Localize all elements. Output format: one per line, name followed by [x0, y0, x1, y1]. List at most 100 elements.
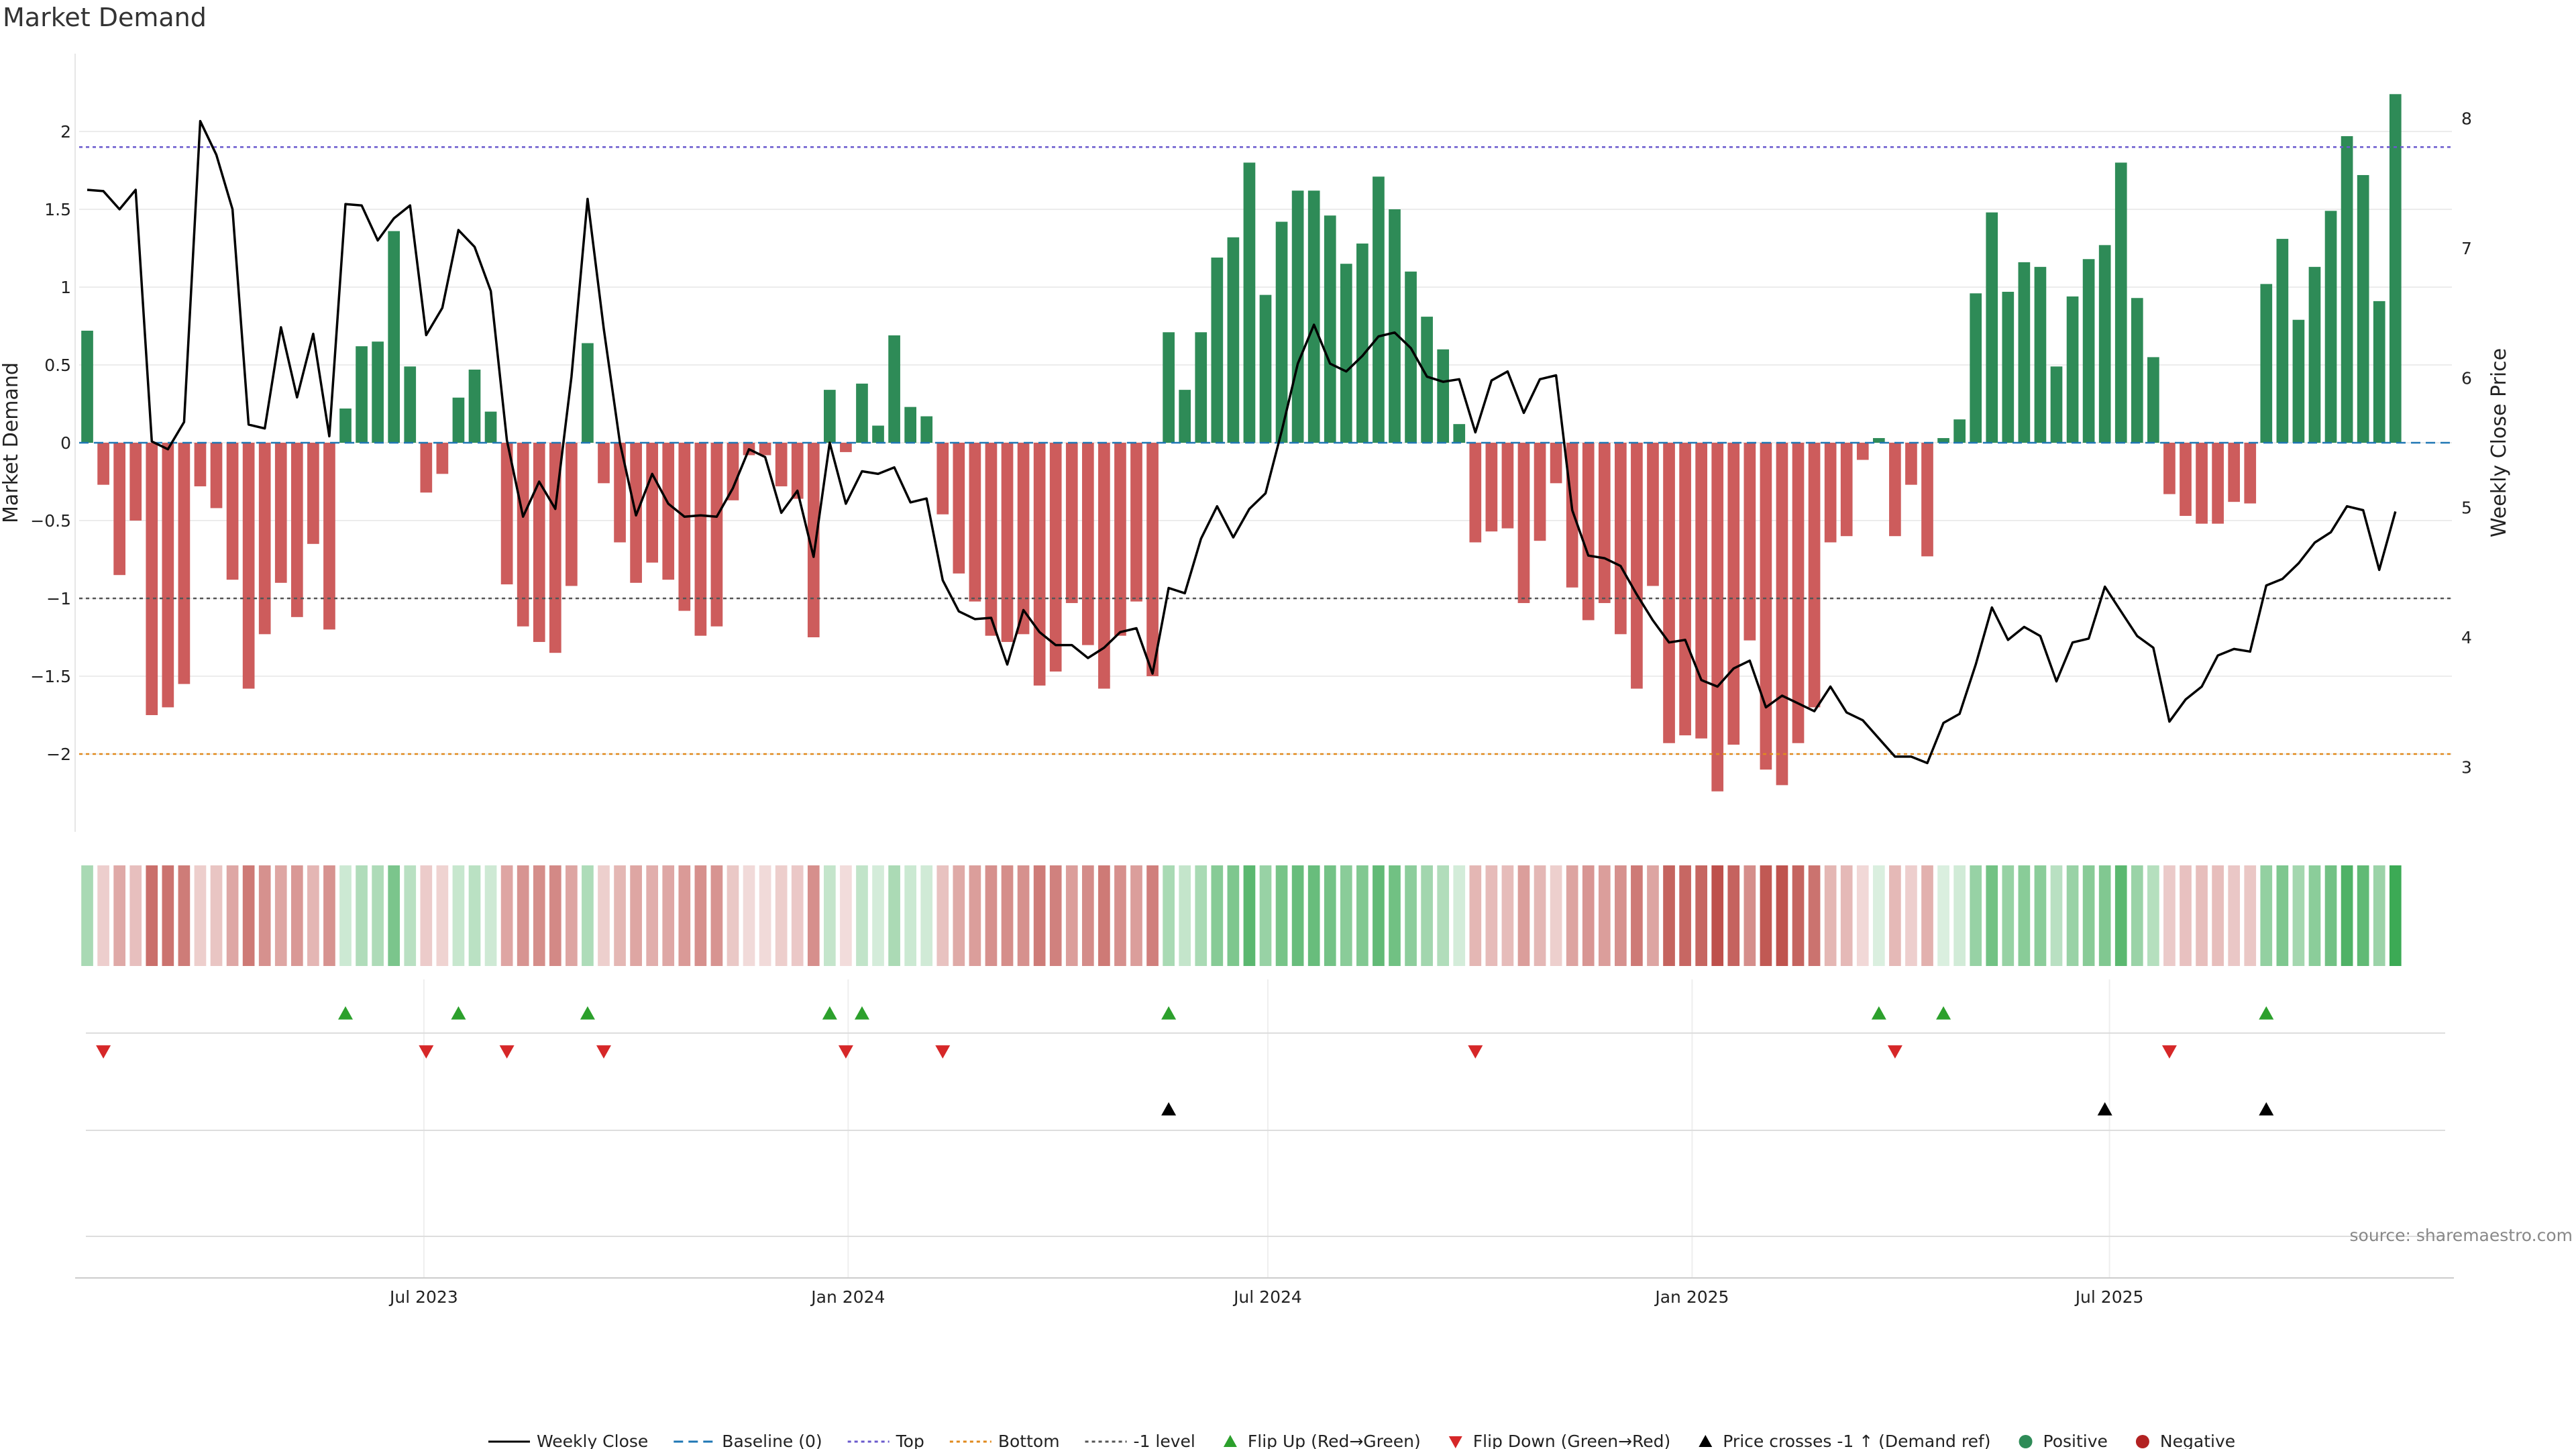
heat-cell: [2180, 865, 2192, 966]
heat-cell: [872, 865, 884, 966]
heat-cell: [1163, 865, 1175, 966]
demand-bar-positive: [2341, 136, 2353, 443]
heat-cell: [614, 865, 626, 966]
demand-bar-positive: [1421, 317, 1433, 443]
x-axis: Jul 2023 Jan 2024 Jul 2024 Jan 2025 Jul 2025: [75, 1277, 2454, 1307]
demand-bar-negative: [1647, 443, 1659, 586]
heat-cell: [290, 865, 303, 966]
demand-bar-positive: [904, 407, 916, 443]
y2-tick-label: 3: [2461, 757, 2472, 777]
legend-label: Bottom: [998, 1432, 1060, 1449]
y-tick-label: −2: [46, 745, 71, 764]
y-tick-label: 0.5: [44, 356, 71, 375]
heat-cell: [824, 865, 836, 966]
heat-cell: [856, 865, 868, 966]
demand-bar-positive: [1307, 191, 1320, 443]
heat-cell: [339, 865, 352, 966]
demand-bar-negative: [258, 443, 271, 635]
heat-cell: [404, 865, 417, 966]
heat-cell: [1501, 865, 1514, 966]
heat-cell: [1259, 865, 1272, 966]
axes: −2 −1.5 −1 −0.5 0 0.5 1 1.5 2 3 4 5 6 7 8 Market Demand…: [0, 54, 2511, 832]
demand-bar-negative: [1501, 443, 1514, 529]
heat-cell: [1098, 865, 1110, 966]
demand-bar-negative: [936, 443, 949, 515]
demand-bar-positive: [2050, 366, 2063, 443]
heat-cell: [420, 865, 433, 966]
demand-bar-negative: [242, 443, 255, 689]
demand-bar-negative: [694, 443, 707, 636]
demand-bar-positive: [2131, 298, 2143, 443]
heat-cell: [517, 865, 529, 966]
heat-cell: [1389, 865, 1401, 966]
flip-down-marker: [1468, 1045, 1483, 1059]
flip-up-marker: [822, 1006, 837, 1020]
heat-cell: [840, 865, 852, 966]
heat-cell: [630, 865, 642, 966]
heat-cell: [969, 865, 981, 966]
flip-down-marker: [838, 1045, 853, 1059]
demand-bar-negative: [129, 443, 142, 521]
heat-cell: [1291, 865, 1304, 966]
grid-lines: [79, 131, 2452, 1278]
heat-cell: [2341, 865, 2353, 966]
demand-bar-positive: [2147, 357, 2159, 443]
page-title: Market Demand: [3, 3, 207, 32]
demand-bar-positive: [2066, 296, 2079, 443]
heat-cell: [2244, 865, 2257, 966]
heat-cell: [727, 865, 739, 966]
demand-bar-positive: [404, 366, 417, 443]
heat-cell: [2276, 865, 2289, 966]
demand-bar-positive: [372, 341, 384, 443]
heat-cell: [936, 865, 949, 966]
heat-cell: [2373, 865, 2385, 966]
demand-bar-positive: [1179, 390, 1191, 443]
heat-cell: [1017, 865, 1030, 966]
heat-cell: [1727, 865, 1740, 966]
flip-up-marker: [2259, 1006, 2274, 1020]
demand-bar-negative: [1598, 443, 1611, 603]
heat-cell: [97, 865, 109, 966]
flip-down-marker: [499, 1045, 515, 1059]
heat-cell: [1453, 865, 1466, 966]
heat-cell: [2050, 865, 2063, 966]
heat-cell: [1534, 865, 1546, 966]
legend-label: Baseline (0): [722, 1432, 822, 1449]
demand-bar-negative: [646, 443, 659, 563]
heat-cell: [1340, 865, 1352, 966]
heat-cell: [500, 865, 513, 966]
heat-cell: [646, 865, 659, 966]
demand-bar-negative: [1743, 443, 1756, 641]
demand-bar-negative: [759, 443, 771, 455]
heat-cell: [1356, 865, 1368, 966]
heat-cell: [888, 865, 900, 966]
demand-bar-negative: [1098, 443, 1110, 689]
demand-bar-negative: [97, 443, 109, 485]
demand-bar-positive: [1953, 419, 1966, 443]
heat-cell: [953, 865, 965, 966]
heat-cell: [1647, 865, 1659, 966]
heat-cell: [452, 865, 465, 966]
heat-cell: [1065, 865, 1078, 966]
y-tick-label: 2: [60, 122, 71, 142]
demand-bar-positive: [2034, 266, 2047, 443]
demand-bar-positive: [1937, 438, 1949, 443]
demand-bar-negative: [2196, 443, 2208, 524]
y-tick-label: 0: [60, 433, 71, 453]
demand-bar-negative: [226, 443, 239, 580]
demand-bar-positive: [1211, 257, 1224, 443]
demand-bar-negative: [1146, 443, 1159, 676]
heat-cell: [1049, 865, 1062, 966]
demand-bar-negative: [775, 443, 788, 486]
heat-cell: [2163, 865, 2176, 966]
heat-cell: [2082, 865, 2095, 966]
demand-bar-negative: [710, 443, 723, 627]
demand-bar-positive: [1356, 244, 1368, 443]
event-markers: [86, 1006, 2445, 1237]
heat-cell: [2147, 865, 2159, 966]
heat-cell: [388, 865, 400, 966]
demand-bar-negative: [1001, 443, 1014, 642]
demand-bar-negative: [1695, 443, 1707, 739]
demand-bar-negative: [566, 443, 578, 586]
heat-cell: [985, 865, 998, 966]
